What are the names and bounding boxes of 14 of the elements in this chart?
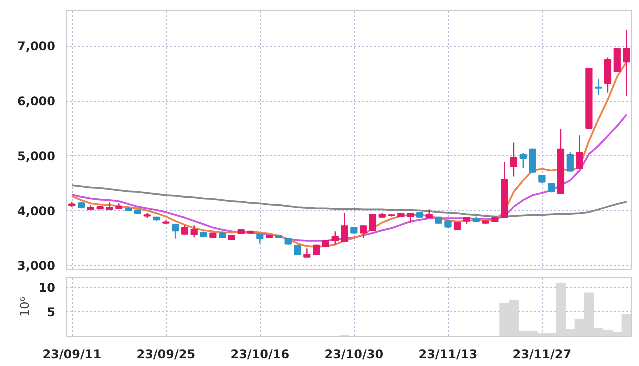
- y-tick-label: 6,000: [18, 94, 56, 109]
- y-tick-label: 7,000: [18, 40, 56, 54]
- y-tick-label: 4,000: [18, 204, 56, 218]
- y-tick-label: 5,000: [18, 149, 56, 164]
- y-tick-label: 3,000: [18, 259, 56, 274]
- x-tick-label: 23/10/16: [230, 348, 290, 362]
- y-axis-title: 10⁶: [18, 296, 32, 318]
- x-tick-label: 23/09/11: [42, 348, 102, 362]
- x-tick-label: 23/11/13: [418, 348, 478, 362]
- y-tick-label: 10: [38, 280, 56, 295]
- y-tick-label: 5: [47, 305, 56, 320]
- x-tick-label: 23/11/27: [512, 348, 572, 362]
- x-tick-label: 23/10/30: [324, 348, 384, 362]
- x-tick-label: 23/09/25: [136, 348, 196, 362]
